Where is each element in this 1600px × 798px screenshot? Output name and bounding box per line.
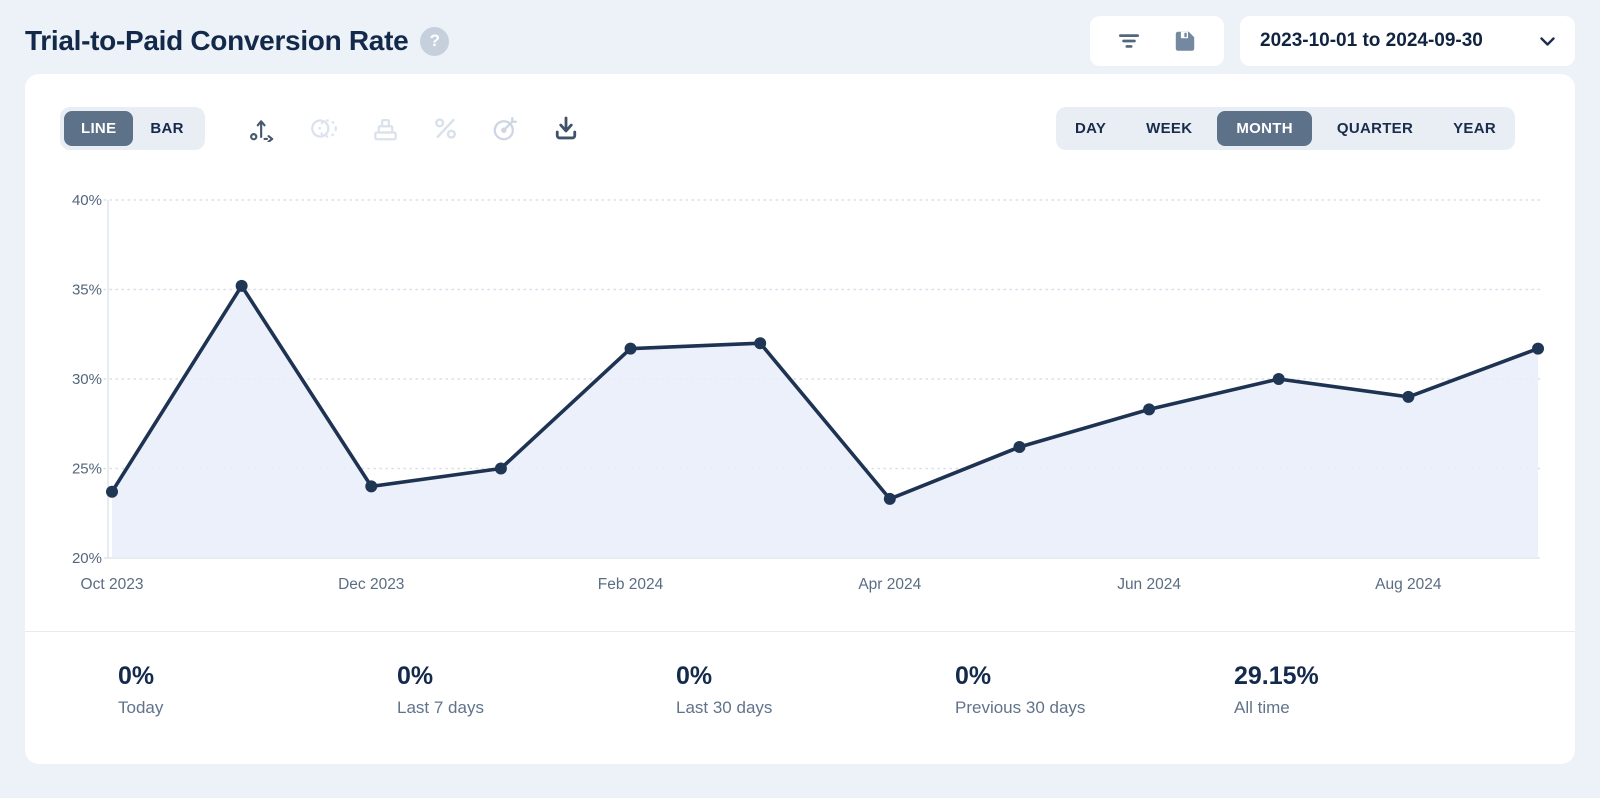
svg-text:40%: 40% [72, 192, 102, 209]
page-header: Trial-to-Paid Conversion Rate ? 2023-10 [0, 0, 1600, 66]
stat-value: 0% [955, 662, 992, 690]
period-day-button[interactable]: DAY [1060, 111, 1121, 146]
compare-button[interactable] [309, 115, 339, 142]
chart-type-line-button[interactable]: LINE [64, 110, 134, 146]
help-icon[interactable]: ? [420, 26, 450, 56]
chart-type-bar-button[interactable]: BAR [133, 111, 200, 146]
period-quarter-button[interactable]: QUARTER [1322, 111, 1428, 146]
axes-scale-button[interactable] [249, 115, 276, 142]
stat-label: Last 30 days [676, 698, 773, 717]
download-button[interactable] [552, 114, 580, 142]
metric-card: LINE BAR [25, 74, 1575, 764]
svg-text:25%: 25% [72, 461, 102, 478]
percent-icon [434, 117, 456, 139]
date-range-value: 2023-10-01 to 2024-09-30 [1260, 30, 1483, 51]
save-icon [1175, 31, 1195, 51]
stat-label: Today [118, 698, 164, 717]
stacked-view-button[interactable] [372, 115, 399, 142]
stat-value: 29.15% [1234, 662, 1319, 690]
chart-area: 20% 25% 30% 35% 40% Oct 2023 Dec 2023 Feb 2024 A… [60, 180, 1575, 595]
goal-button[interactable] [492, 115, 519, 142]
filter-icon [1118, 34, 1140, 48]
stat-label: Previous 30 days [955, 698, 1086, 717]
svg-text:Oct 2023: Oct 2023 [81, 576, 144, 593]
svg-text:Apr 2024: Apr 2024 [858, 576, 921, 593]
svg-text:Jun 2024: Jun 2024 [1117, 576, 1181, 593]
stats-divider [25, 631, 1575, 632]
svg-text:Feb 2024: Feb 2024 [598, 576, 664, 593]
chevron-down-icon [1540, 36, 1555, 46]
stat-label: Last 7 days [397, 698, 484, 717]
save-button[interactable] [1172, 28, 1198, 54]
stat-value: 0% [397, 662, 434, 690]
stat-previous-30-days: 0% Previous 30 days [955, 662, 1234, 718]
percent-view-button[interactable] [432, 115, 459, 142]
filter-button[interactable] [1116, 28, 1142, 54]
svg-text:Aug 2024: Aug 2024 [1375, 576, 1442, 593]
download-icon [555, 116, 576, 140]
conversion-rate-line-chart: 20% 25% 30% 35% 40% Oct 2023 Dec 2023 Feb 2024 A… [72, 192, 1544, 593]
period-week-button[interactable]: WEEK [1131, 111, 1207, 146]
stat-last-30-days: 0% Last 30 days [676, 662, 955, 718]
stat-label: All time [1234, 698, 1290, 717]
period-toggle: DAY WEEK MONTH QUARTER YEAR [1055, 106, 1515, 150]
page-title: Trial-to-Paid Conversion Rate [25, 25, 409, 56]
stat-last-7-days: 0% Last 7 days [397, 662, 676, 718]
compare-circles-icon [310, 118, 337, 138]
svg-text:30%: 30% [72, 371, 102, 388]
stacked-tiers-icon [374, 118, 397, 140]
stat-value: 0% [118, 662, 155, 690]
stat-value: 0% [676, 662, 713, 690]
date-range-selector[interactable]: 2023-10-01 to 2024-09-30 [1240, 16, 1575, 66]
svg-text:35%: 35% [72, 282, 102, 299]
period-year-button[interactable]: YEAR [1438, 111, 1511, 146]
svg-text:Dec 2023: Dec 2023 [338, 576, 404, 593]
period-month-button[interactable]: MONTH [1217, 110, 1312, 146]
summary-stats-row: 0% Today 0% Last 7 days 0% Last 30 days … [25, 632, 1575, 718]
svg-text:20%: 20% [72, 550, 102, 567]
header-actions [1090, 16, 1224, 66]
axes-icon [249, 119, 274, 142]
chart-toolbar: LINE BAR [25, 74, 1575, 152]
stat-all-time: 29.15% All time [1234, 662, 1513, 718]
stat-today: 0% Today [118, 662, 397, 718]
goal-target-icon [493, 116, 517, 140]
chart-type-toggle: LINE BAR [60, 106, 205, 150]
